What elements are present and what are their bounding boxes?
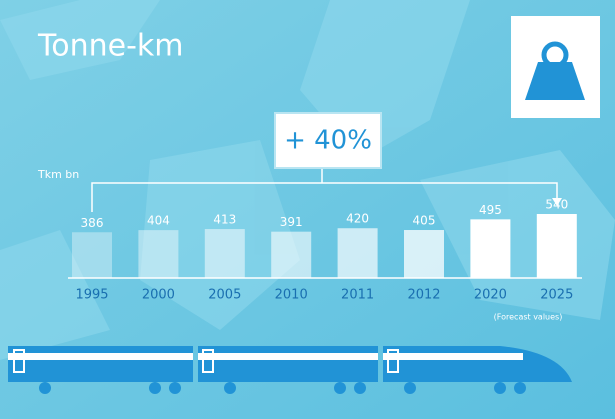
title: Tonne-km xyxy=(37,29,184,64)
bracket xyxy=(91,168,558,212)
weight-icon xyxy=(525,41,585,100)
bar xyxy=(138,230,179,278)
x-tick-label: 1995 xyxy=(75,288,108,303)
value-label: 540 xyxy=(545,198,568,212)
x-tick-label: 2010 xyxy=(275,288,308,303)
value-label: 391 xyxy=(280,215,303,229)
value-label: 420 xyxy=(346,212,369,226)
bar xyxy=(337,228,378,278)
value-label: 404 xyxy=(147,214,170,228)
bar xyxy=(470,219,511,278)
value-label: 413 xyxy=(213,213,236,227)
train xyxy=(8,346,572,394)
bar xyxy=(271,231,312,278)
x-tick-label: 2012 xyxy=(407,288,440,303)
bar xyxy=(204,229,245,278)
x-tick-label: 2020 xyxy=(474,288,507,303)
bar xyxy=(536,214,577,278)
y-label: Tkm bn xyxy=(37,168,79,181)
annotation: + 40% xyxy=(284,126,372,156)
bar xyxy=(72,232,112,278)
x-tick-label: 2011 xyxy=(341,288,374,303)
x-tick-label: 2000 xyxy=(142,288,175,303)
bar xyxy=(404,230,444,278)
annotation-box xyxy=(274,112,382,169)
value-label: 405 xyxy=(413,214,436,228)
x-tick-label: 2025 xyxy=(540,288,573,303)
arrow-head xyxy=(552,198,562,206)
x-tick-label: 2005 xyxy=(208,288,241,303)
value-label: 386 xyxy=(81,216,104,230)
note: (Forecast values) xyxy=(494,313,563,322)
value-label: 495 xyxy=(479,203,502,217)
